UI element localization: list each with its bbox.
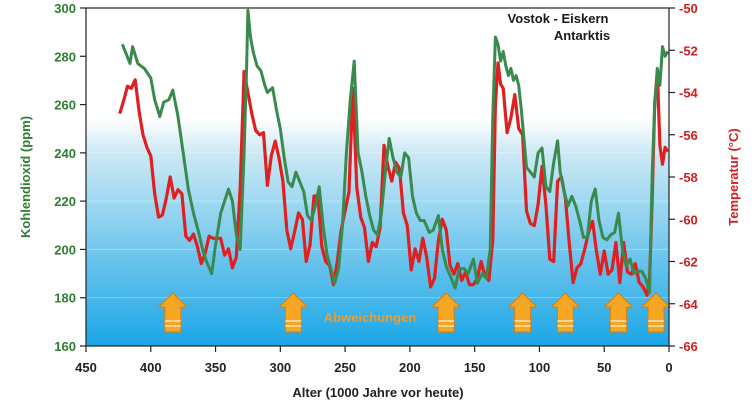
arrow-5 <box>603 292 634 333</box>
y-axis-left-label: Kohlendioxid (ppm) <box>18 116 33 238</box>
y-left-tick-label-6: 280 <box>54 49 76 64</box>
chart-title: Vostok - Eiskern <box>508 11 609 26</box>
y-left-tick-label-5: 260 <box>54 98 76 113</box>
series-layer <box>118 8 670 297</box>
y-right-tick-label-5: -56 <box>679 128 698 143</box>
arrow-0 <box>157 292 189 333</box>
y-right-tick-label-8: -50 <box>679 1 698 16</box>
x-tick-label-1: 400 <box>140 360 162 375</box>
y-left-tick-label-0: 160 <box>54 339 76 354</box>
arrow-2 <box>430 292 462 333</box>
y-left-tick-label-7: 300 <box>54 1 76 16</box>
plot-background <box>86 8 669 346</box>
temperature-series-line <box>118 61 670 297</box>
x-tick-label-8: 50 <box>597 360 611 375</box>
x-tick-label-5: 200 <box>399 360 421 375</box>
y-right-tick-label-7: -52 <box>679 43 698 58</box>
y-left-tick-label-2: 200 <box>54 242 76 257</box>
y-axis-right-label: Temperatur (°C) <box>726 128 741 225</box>
y-right-tick-label-6: -54 <box>679 86 699 101</box>
y-right-tick-label-1: -64 <box>679 297 699 312</box>
x-tick-label-9: 0 <box>665 360 672 375</box>
arrow-4 <box>550 292 581 333</box>
x-tick-label-7: 100 <box>529 360 551 375</box>
annotation-label: Abweichungen <box>324 310 417 325</box>
y-left-tick-label-4: 240 <box>54 146 76 161</box>
arrow-3 <box>507 292 538 333</box>
y-right-tick-label-2: -62 <box>679 255 698 270</box>
x-tick-label-6: 150 <box>464 360 486 375</box>
y-right-tick-label-4: -58 <box>679 170 698 185</box>
y-left-tick-label-3: 220 <box>54 194 76 209</box>
arrow-1 <box>278 292 309 333</box>
y-right-tick-label-3: -60 <box>679 212 698 227</box>
x-tick-label-4: 250 <box>334 360 356 375</box>
x-tick-label-3: 300 <box>269 360 291 375</box>
chart-subtitle: Antarktis <box>554 28 610 43</box>
axis-ticks: 450 400 350 300 250 200 150 100 50 0 160 180 200 220 2… <box>54 1 698 375</box>
co2-series-line <box>120 8 670 295</box>
y-right-tick-label-0: -66 <box>679 339 698 354</box>
y-left-tick-label-1: 180 <box>54 291 76 306</box>
deviation-arrows <box>157 292 672 333</box>
x-tick-label-2: 350 <box>205 360 227 375</box>
x-axis-label: Alter (1000 Jahre vor heute) <box>292 385 463 400</box>
x-tick-label-0: 450 <box>75 360 97 375</box>
